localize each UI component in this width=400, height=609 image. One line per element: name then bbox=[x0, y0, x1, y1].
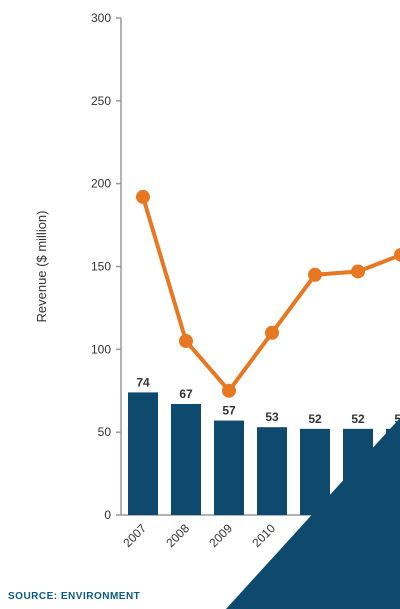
y-axis: 0 50 100 150 200 250 300 bbox=[91, 11, 122, 522]
line-point bbox=[179, 334, 193, 349]
bar-value-label: 67 bbox=[179, 387, 193, 401]
y-tick-label: 200 bbox=[91, 177, 111, 191]
y-tick-label: 0 bbox=[104, 508, 111, 522]
bar bbox=[257, 427, 287, 515]
y-tick-label: 250 bbox=[91, 94, 111, 108]
source-note: SOURCE: ENVIRONMENT bbox=[8, 591, 141, 602]
y-axis-label: Revenue ($ million) bbox=[34, 211, 49, 323]
bar-value-label: 52 bbox=[308, 412, 322, 426]
y-tick-label: 50 bbox=[98, 425, 112, 439]
line-point bbox=[308, 267, 322, 282]
bar bbox=[171, 404, 201, 515]
line-point bbox=[351, 264, 365, 279]
line-point bbox=[222, 383, 236, 398]
bar-value-label: 74 bbox=[136, 375, 150, 389]
y-tick-label: 100 bbox=[91, 342, 111, 356]
bar-value-label: 53 bbox=[265, 410, 279, 424]
bar-labels: 74 67 57 53 52 52 52 bbox=[136, 375, 400, 425]
corner-shape bbox=[226, 418, 400, 609]
bar bbox=[214, 420, 244, 515]
y-tick-label: 300 bbox=[91, 11, 111, 25]
bar-value-label: 52 bbox=[394, 412, 400, 426]
line-point bbox=[394, 247, 400, 262]
line-point bbox=[265, 325, 279, 340]
bar bbox=[128, 392, 158, 515]
bars bbox=[128, 392, 400, 515]
y-tick-label: 150 bbox=[91, 260, 111, 274]
line-point bbox=[136, 189, 150, 204]
bar-value-label: 52 bbox=[351, 412, 365, 426]
bar-value-label: 57 bbox=[222, 404, 236, 418]
line-series bbox=[136, 189, 400, 398]
